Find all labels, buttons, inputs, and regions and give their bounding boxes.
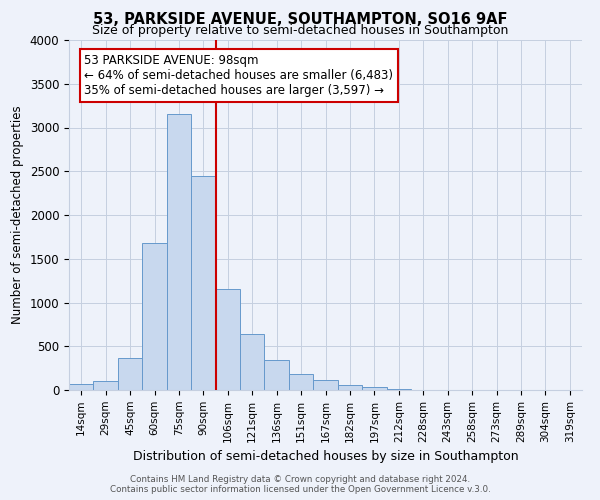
Bar xyxy=(142,243,167,390)
Y-axis label: Number of semi-detached properties: Number of semi-detached properties xyxy=(11,106,24,324)
Bar xyxy=(118,358,142,390)
Bar xyxy=(386,389,411,390)
Bar xyxy=(215,290,240,390)
Bar xyxy=(362,388,386,390)
Bar xyxy=(289,374,313,390)
Bar xyxy=(191,176,215,390)
Bar xyxy=(94,381,118,390)
Bar xyxy=(69,384,94,390)
Text: Size of property relative to semi-detached houses in Southampton: Size of property relative to semi-detach… xyxy=(92,24,508,37)
Text: Contains HM Land Registry data © Crown copyright and database right 2024.
Contai: Contains HM Land Registry data © Crown c… xyxy=(110,474,490,494)
X-axis label: Distribution of semi-detached houses by size in Southampton: Distribution of semi-detached houses by … xyxy=(133,450,518,463)
Bar xyxy=(167,114,191,390)
Text: 53 PARKSIDE AVENUE: 98sqm
← 64% of semi-detached houses are smaller (6,483)
35% : 53 PARKSIDE AVENUE: 98sqm ← 64% of semi-… xyxy=(85,54,394,97)
Bar xyxy=(240,334,265,390)
Bar xyxy=(265,360,289,390)
Bar xyxy=(313,380,338,390)
Bar xyxy=(338,385,362,390)
Text: 53, PARKSIDE AVENUE, SOUTHAMPTON, SO16 9AF: 53, PARKSIDE AVENUE, SOUTHAMPTON, SO16 9… xyxy=(93,12,507,28)
